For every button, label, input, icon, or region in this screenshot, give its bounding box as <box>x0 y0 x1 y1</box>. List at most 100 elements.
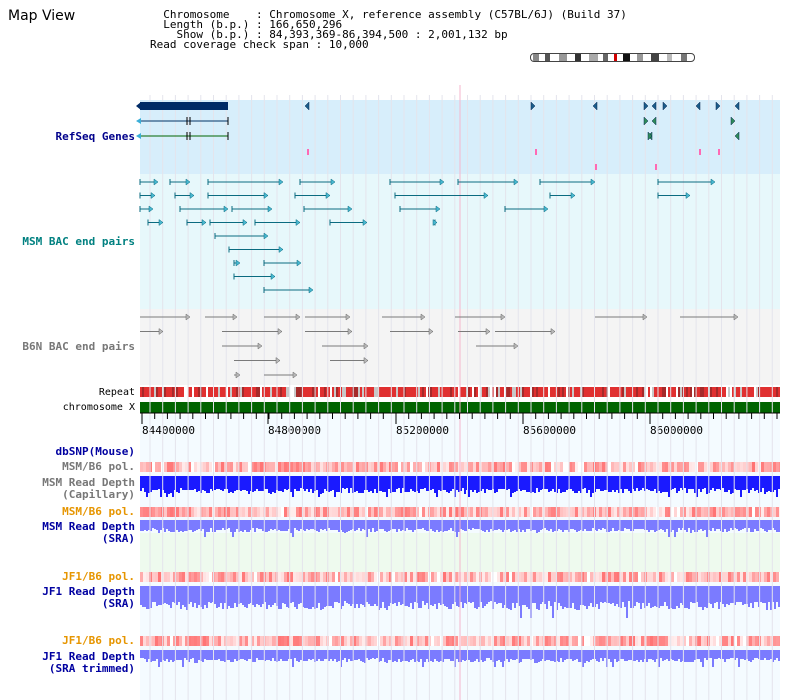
depth-bar <box>152 650 154 661</box>
heat-cell <box>245 572 248 582</box>
depth-bar <box>374 650 376 659</box>
repeat-segment <box>742 387 744 397</box>
heat-cell <box>146 507 149 517</box>
msm-read-depth-capillary-label[interactable]: MSM Read Depth (Capillary) <box>42 477 135 501</box>
jf1-read-depth-sra-label[interactable]: JF1 Read Depth (SRA) <box>42 586 135 610</box>
heat-cell <box>734 507 737 517</box>
heat-cell <box>623 636 626 646</box>
heat-cell <box>743 636 746 646</box>
depth-bar <box>490 520 492 529</box>
depth-bar <box>184 476 186 490</box>
bac-arrow <box>325 192 331 199</box>
depth-bar <box>706 586 708 608</box>
depth-bar <box>248 520 250 532</box>
heat-cell <box>683 507 686 517</box>
depth-bar <box>232 586 234 608</box>
heat-cell <box>407 507 410 517</box>
depth-bar <box>206 650 208 660</box>
depth-bar <box>294 520 296 528</box>
heat-cell <box>509 636 512 646</box>
depth-bar <box>574 586 576 609</box>
depth-bar <box>726 650 728 659</box>
chromosome-ideogram[interactable] <box>530 53 695 62</box>
repeat-segment <box>646 387 648 397</box>
depth-bar <box>408 586 410 607</box>
msm-read-depth-sra-label[interactable]: MSM Read Depth (SRA) <box>42 521 135 545</box>
bac-arrow <box>483 192 489 199</box>
heat-cell <box>239 572 242 582</box>
heat-cell <box>671 462 674 472</box>
heat-cell <box>353 462 356 472</box>
depth-bar <box>192 586 194 607</box>
heat-cell <box>728 507 731 517</box>
depth-bar <box>250 650 252 659</box>
depth-bar <box>350 476 352 488</box>
jf1-read-depth-trimmed-label[interactable]: JF1 Read Depth (SRA trimmed) <box>42 651 135 675</box>
depth-bar <box>482 586 484 608</box>
depth-bar <box>732 586 734 603</box>
heat-cell <box>641 636 644 646</box>
refseq-label[interactable]: RefSeq Genes <box>55 130 135 143</box>
depth-bar <box>398 476 400 488</box>
depth-bar <box>738 476 740 490</box>
depth-bar <box>230 476 232 492</box>
msm-b6-pol-2-label[interactable]: MSM/B6 pol. <box>62 505 135 518</box>
depth-bar <box>640 586 642 609</box>
depth-bar <box>468 650 470 660</box>
repeat-segment <box>288 387 290 397</box>
heat-cell <box>356 462 359 472</box>
depth-bar <box>148 586 150 609</box>
depth-bar <box>394 586 396 603</box>
jf1-read-depth-trimmed-plot[interactable] <box>140 650 780 668</box>
b6n-bac-label[interactable]: B6N BAC end pairs <box>22 340 135 353</box>
repeat-segment <box>410 387 412 397</box>
depth-bar <box>306 650 308 661</box>
repeat-segment <box>204 387 206 397</box>
depth-bar <box>142 650 144 658</box>
heat-cell <box>590 572 593 582</box>
msm-read-depth-sra-plot[interactable] <box>140 520 780 538</box>
repeat-segment <box>372 387 374 397</box>
depth-bar <box>288 520 290 529</box>
depth-bar <box>222 650 224 661</box>
depth-bar <box>638 520 640 529</box>
heat-cell <box>632 507 635 517</box>
depth-bar <box>420 520 422 529</box>
depth-bar <box>222 520 224 528</box>
msm-b6-pol-label[interactable]: MSM/B6 pol. <box>62 460 135 473</box>
repeat-segment <box>498 387 500 397</box>
heat-cell <box>740 636 743 646</box>
depth-bar <box>556 586 558 610</box>
heat-cell <box>728 572 731 582</box>
depth-bar <box>642 520 644 529</box>
dbsnp-label[interactable]: dbSNP(Mouse) <box>55 445 135 458</box>
depth-bar <box>736 650 738 658</box>
jf1-b6-pol-2-label[interactable]: JF1/B6 pol. <box>62 634 135 647</box>
depth-bar <box>380 650 382 661</box>
heat-cell <box>422 507 425 517</box>
depth-bar <box>414 476 416 492</box>
depth-bar <box>722 520 724 532</box>
depth-bar <box>146 650 148 662</box>
heat-cell <box>623 572 626 582</box>
heat-cell <box>254 507 257 517</box>
jf1-b6-pol-heatmap[interactable] <box>140 572 780 582</box>
heat-cell <box>620 636 623 646</box>
depth-bar <box>624 520 626 528</box>
depth-bar <box>664 476 666 492</box>
depth-bar <box>386 520 388 532</box>
depth-bar <box>224 586 226 603</box>
depth-bar <box>230 650 232 662</box>
depth-bar <box>544 476 546 489</box>
heat-cell <box>296 636 299 646</box>
depth-bar <box>628 520 630 529</box>
depth-bar <box>450 650 452 661</box>
depth-bar <box>144 476 146 492</box>
depth-bar <box>628 650 630 660</box>
msm-bac-label[interactable]: MSM BAC end pairs <box>22 235 135 248</box>
depth-bar <box>660 586 662 606</box>
repeat-segment <box>268 387 270 397</box>
depth-bar <box>234 586 236 603</box>
jf1-b6-pol-label[interactable]: JF1/B6 pol. <box>62 570 135 583</box>
depth-bar <box>476 586 478 609</box>
